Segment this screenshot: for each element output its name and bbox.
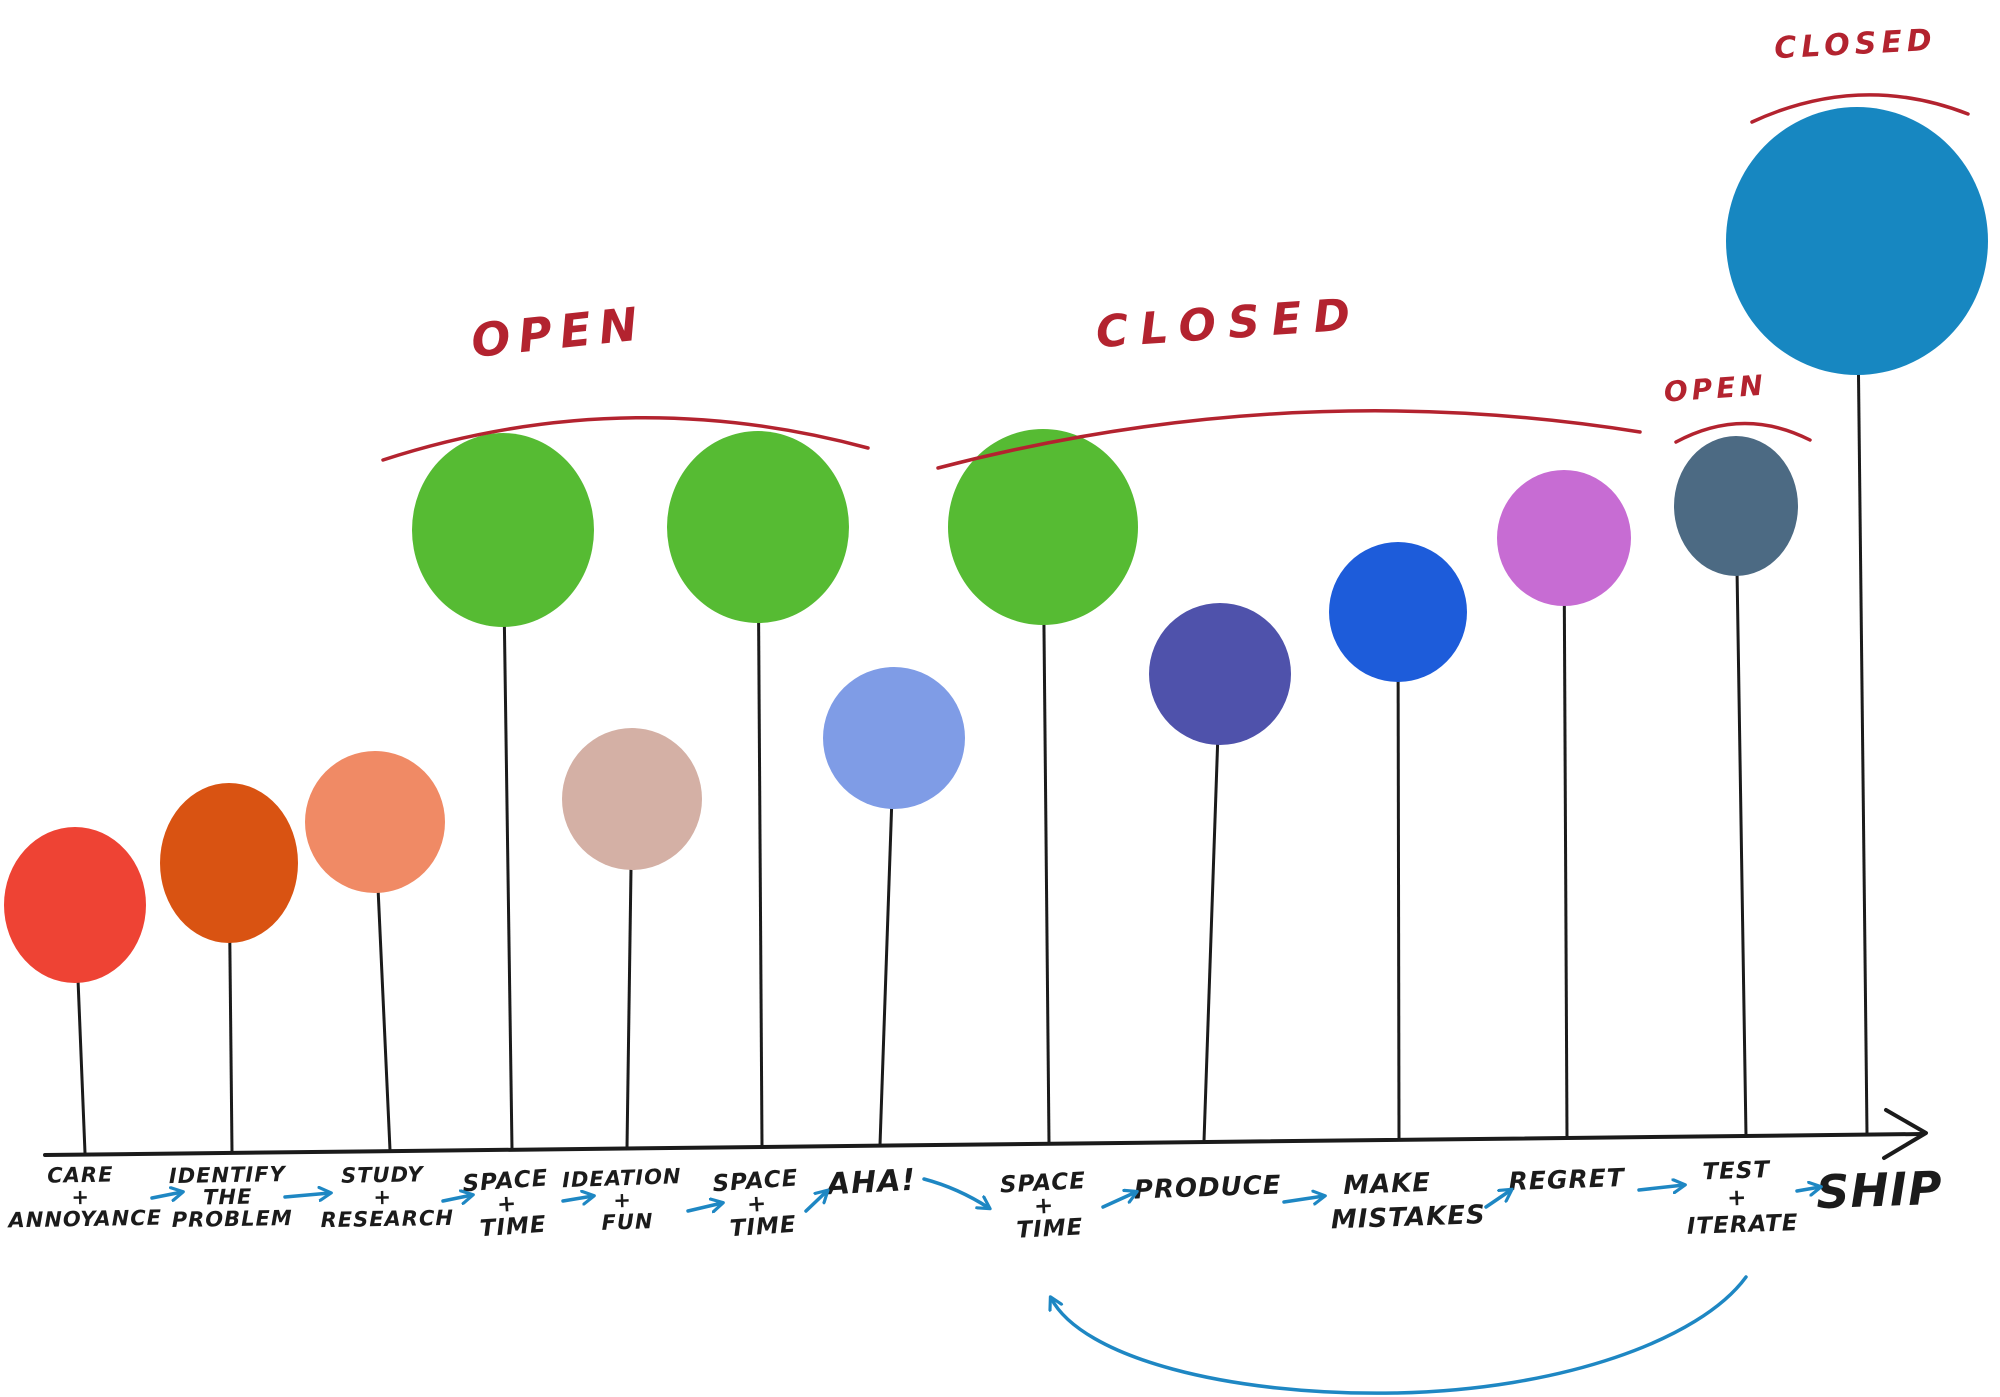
stem-space-time-2 — [756, 526, 764, 1147]
balloon-ideation-fun — [562, 728, 702, 870]
stem-space-time-3 — [1041, 526, 1051, 1144]
balloon-regret — [1497, 470, 1631, 606]
stage-label-test-iterate: TEST + ITERATE — [1685, 1156, 1799, 1240]
balloon-identify-problem — [160, 783, 298, 943]
flow-arrow-2 — [283, 1193, 330, 1197]
balloon-aha — [823, 667, 965, 809]
stage-label-ship: SHIP — [1815, 1161, 1943, 1219]
flow-arrow-4 — [561, 1196, 593, 1201]
stage-label-make-mistakes: MAKE MISTAKES — [1329, 1166, 1486, 1235]
balloon-space-time-3 — [948, 429, 1138, 625]
phase-arc-closed-2 — [1750, 93, 1970, 124]
flow-arrow-9 — [1282, 1196, 1324, 1202]
phase-labels: OPEN CLOSED OPEN CLOSED — [469, 23, 1938, 409]
stage-label-care-annoyance: CARE + ANNOYANCE — [6, 1162, 163, 1233]
phase-arc-open-1 — [381, 416, 870, 462]
stage-label-aha: AHA! — [824, 1163, 917, 1203]
balloon-space-time-2 — [667, 431, 849, 623]
phase-label-closed-1: CLOSED — [1094, 289, 1363, 358]
balloon-produce — [1149, 603, 1291, 745]
phase-arcs — [381, 93, 1970, 470]
stem-produce — [1202, 673, 1222, 1142]
stage-label-ideation-fun: IDEATION + FUN — [562, 1164, 692, 1236]
flow-arrow-12 — [1795, 1187, 1820, 1191]
stage-label-identify-problem: IDENTIFY THE PROBLEM — [169, 1162, 295, 1232]
feedback-loop-arrow — [1051, 1275, 1748, 1395]
stem-test-iterate — [1734, 505, 1748, 1137]
balloon-test-iterate — [1674, 436, 1798, 576]
balloon-make-mistakes — [1329, 542, 1467, 682]
flow-arrow-3 — [441, 1195, 472, 1201]
flow-arrows — [150, 1177, 1820, 1213]
balloon-space-time-1 — [412, 433, 594, 627]
stage-label-regret: REGRET — [1508, 1163, 1626, 1196]
timeline-arrowhead-icon — [1882, 1108, 1928, 1160]
balloon-study-research — [305, 751, 445, 893]
stem-make-mistakes — [1396, 611, 1401, 1140]
stem-space-time-1 — [501, 529, 514, 1150]
phase-label-open-2: OPEN — [1663, 368, 1768, 408]
stage-label-produce: PRODUCE — [1133, 1170, 1282, 1205]
balloons — [4, 107, 1988, 983]
flow-arrow-11 — [1637, 1185, 1684, 1190]
balloon-stems — [73, 240, 1869, 1154]
flow-arrow-6 — [804, 1191, 827, 1213]
balloon-ship — [1726, 107, 1988, 375]
phase-label-open-1: OPEN — [469, 296, 648, 368]
balloon-care-annoyance — [4, 827, 146, 983]
stage-label-study-research: STUDY + RESEARCH — [320, 1162, 455, 1232]
flow-arrow-7 — [922, 1177, 989, 1208]
flow-arrow-8 — [1101, 1192, 1136, 1209]
timeline-axis — [43, 1132, 1924, 1157]
phase-arc-closed-1 — [936, 409, 1642, 470]
stage-label-space-time-3: SPACE + TIME — [999, 1168, 1098, 1245]
flow-arrow-1 — [150, 1192, 182, 1198]
stage-label-space-time-2: SPACE + TIME — [712, 1165, 812, 1243]
flow-arrow-5 — [686, 1203, 722, 1211]
phase-arc-open-2 — [1674, 421, 1812, 444]
stem-ship — [1855, 240, 1869, 1135]
stem-regret — [1562, 537, 1569, 1139]
stage-label-space-time-1: SPACE + TIME — [462, 1165, 562, 1243]
phase-label-closed-2: CLOSED — [1773, 23, 1937, 66]
timeline-axis-group — [43, 1108, 1928, 1160]
stage-labels: CARE + ANNOYANCE IDENTIFY THE PROBLEM ST… — [6, 1156, 1943, 1245]
flow-arrow-10 — [1484, 1190, 1511, 1209]
